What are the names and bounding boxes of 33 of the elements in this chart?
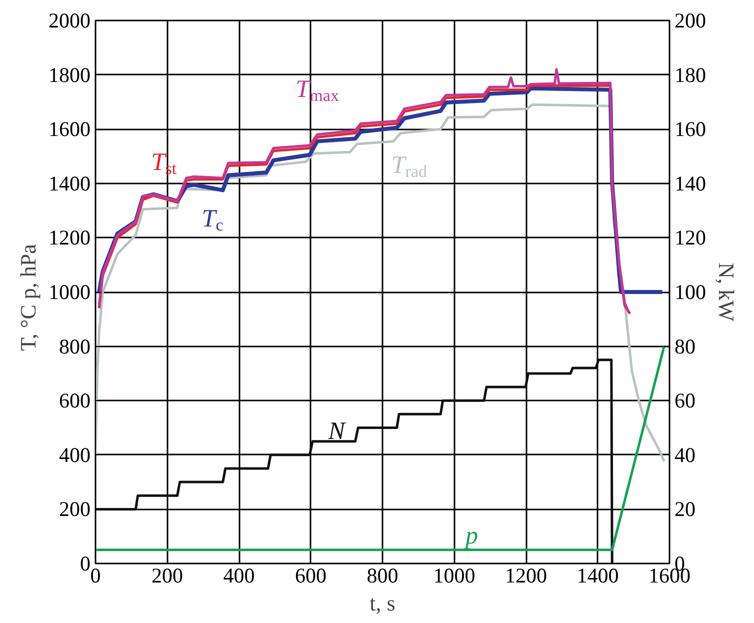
y-tick-label: 1400	[48, 171, 90, 196]
y-tick-label: 2000	[48, 8, 90, 32]
y2-tick-label: 120	[674, 226, 706, 250]
y2-tick-label: 140	[674, 171, 706, 196]
y-axis-title: T, °C p, hPa	[16, 244, 40, 351]
y-tick-label: 400	[59, 442, 90, 467]
x-tick-label: 200	[152, 564, 183, 588]
y2-tick-label: 20	[674, 497, 696, 522]
x-tick-label: 600	[295, 564, 326, 588]
y2-tick-label: 200	[674, 8, 706, 32]
y-tick-label: 1800	[48, 62, 90, 87]
x-axis-title: t, s	[370, 590, 396, 616]
y2-tick-label: 100	[674, 280, 706, 304]
y2-tick-label: 40	[674, 442, 696, 467]
y-tick-label: 1000	[48, 280, 90, 304]
x-tick-label: 1200	[505, 564, 547, 588]
y2-tick-label: 80	[674, 334, 696, 358]
x-tick-label: 400	[223, 564, 255, 588]
series-label: p	[464, 522, 478, 550]
x-tick-label: 1000	[433, 564, 476, 588]
y2-tick-label: 160	[674, 117, 706, 142]
y-tick-label: 600	[59, 388, 90, 413]
y2-tick-label: 60	[674, 388, 696, 413]
series-label: N	[327, 418, 346, 445]
y2-tick-label: 180	[674, 62, 706, 87]
y2-axis-title: N, kW	[714, 262, 739, 322]
y-tick-label: 200	[59, 497, 90, 522]
y-tick-label: 800	[59, 334, 90, 358]
y-tick-label: 1200	[48, 226, 90, 250]
x-tick-label: 800	[366, 564, 398, 588]
line-series	[96, 358, 614, 564]
y-tick-label: 1600	[48, 117, 90, 142]
x-tick-label: 1400	[576, 564, 619, 588]
